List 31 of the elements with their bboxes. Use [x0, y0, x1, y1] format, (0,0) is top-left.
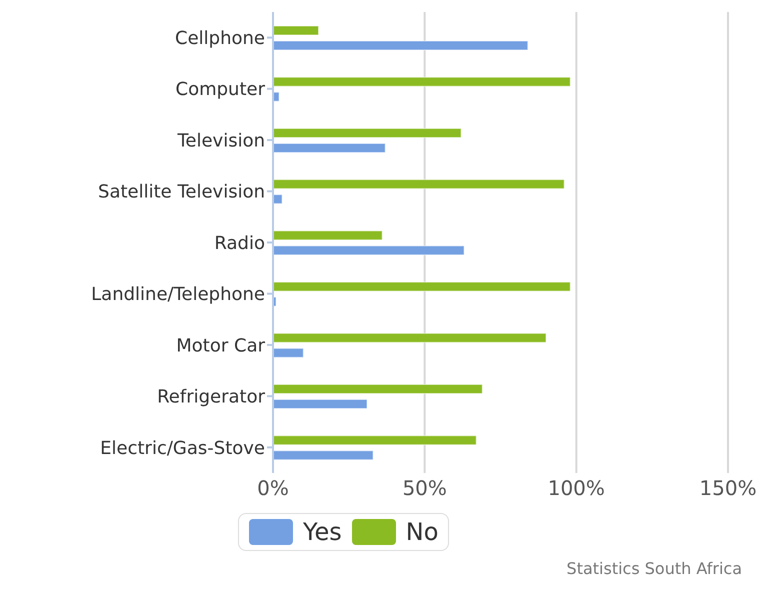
bar	[273, 348, 304, 358]
x-tick-label: 50%	[402, 476, 447, 500]
legend-label: Yes	[302, 518, 342, 546]
bar	[273, 26, 319, 36]
y-tick-label: Television	[176, 130, 265, 152]
y-tick-label: Radio	[214, 232, 265, 254]
bar	[273, 435, 477, 446]
bar	[273, 179, 565, 190]
bar	[273, 282, 571, 292]
y-tick-label: Landline/Telephone	[91, 284, 265, 306]
bar	[273, 142, 386, 153]
y-tick-label: Cellphone	[175, 28, 265, 49]
bar	[273, 245, 465, 256]
bar	[273, 450, 374, 460]
bar	[273, 230, 383, 240]
y-tick-label: Computer	[176, 79, 266, 100]
bar	[273, 399, 368, 410]
bar	[273, 40, 528, 50]
bar	[273, 76, 571, 87]
text: Statistics South Africa	[566, 559, 743, 578]
bar	[273, 128, 462, 138]
x-tick-label: 100%	[548, 476, 605, 500]
bar	[273, 332, 546, 343]
x-tick-label: 0%	[257, 476, 289, 500]
y-tick-label: Satellite Television	[98, 182, 265, 203]
bar	[273, 384, 483, 394]
y-tick-label: Electric/Gas-Stove	[100, 438, 265, 459]
y-tick-label: Refrigerator	[157, 386, 266, 408]
legend-label: No	[404, 518, 438, 546]
y-tick-label: Motor Car	[176, 335, 266, 356]
x-tick-label: 150%	[699, 476, 757, 500]
